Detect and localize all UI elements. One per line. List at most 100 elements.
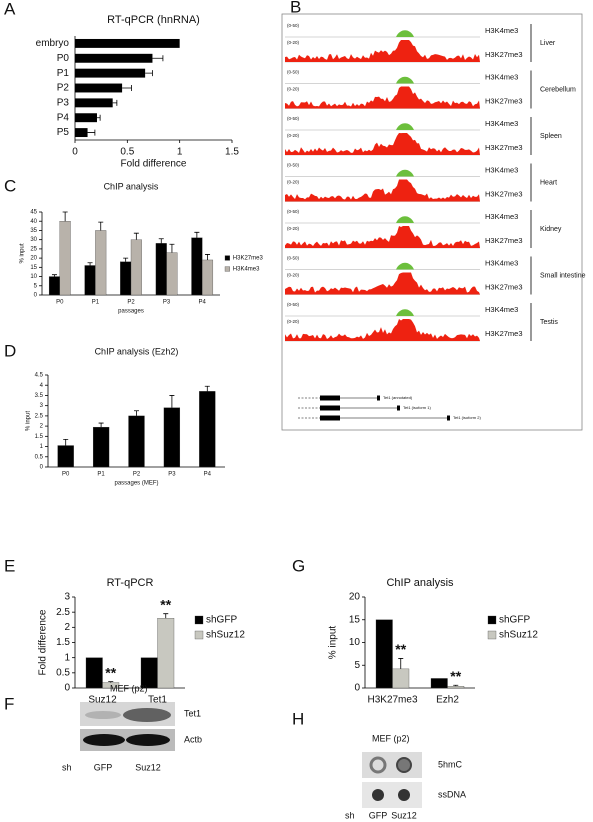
y-axis-label: Fold difference (38, 609, 49, 675)
lane-label: GFP (369, 810, 388, 820)
y-tick-label: 45 (30, 210, 37, 216)
bar (392, 668, 410, 689)
track-range: (0-20) (287, 133, 300, 138)
bar (75, 53, 153, 63)
bar (75, 38, 180, 48)
track-label: H3K27me3 (485, 236, 523, 245)
annotation: ** (395, 641, 406, 657)
y-tick-label: 10 (30, 274, 37, 280)
h3k4me3-signal (396, 123, 414, 130)
panel-letter: C (4, 176, 16, 195)
error-bar (96, 114, 101, 121)
isoform-label: Tet1 (isoform 1) (403, 405, 431, 410)
h3k27me3-signal (285, 133, 480, 155)
y-tick-label: 0 (354, 683, 360, 694)
chart-title: RT-qPCR (107, 577, 154, 589)
track-label: H3K4me3 (485, 26, 518, 35)
blot-row-label: Tet1 (184, 708, 201, 718)
legend-label: shGFP (206, 615, 237, 626)
track-label: H3K27me3 (485, 50, 523, 59)
bar (202, 259, 214, 296)
error-bar (152, 55, 164, 62)
y-tick-label: 0 (40, 465, 44, 471)
y-tick-label: 15 (30, 265, 37, 271)
track-range: (0-20) (287, 273, 300, 278)
track-label: H3K4me3 (485, 165, 518, 174)
bar (48, 276, 60, 296)
chart-title: RT-qPCR (hnRNA) (107, 14, 200, 26)
bar (130, 239, 142, 296)
track-label: H3K27me3 (485, 143, 523, 152)
legend-label: shGFP (499, 615, 530, 626)
y-tick-label: 10 (349, 637, 361, 648)
h3k4me3-signal (396, 169, 414, 177)
x-tick-label: P3 (168, 472, 176, 478)
h3k27me3-signal (285, 40, 480, 62)
x-axis-label: passages (118, 309, 144, 315)
bar (84, 265, 96, 296)
legend-label: shSuz12 (499, 630, 538, 641)
tissue-label: Heart (540, 179, 557, 186)
track-range: (0-50) (287, 256, 300, 261)
track-range: (0-50) (287, 163, 300, 168)
h3k4me3-signal (396, 76, 414, 84)
bar (92, 426, 110, 468)
track-range: (0-20) (287, 40, 300, 45)
track-range: (0-50) (287, 302, 300, 307)
exon (377, 395, 380, 401)
legend-label: H3K27me3 (233, 256, 264, 262)
bar (375, 619, 393, 689)
y-tick-label: 1 (64, 652, 70, 663)
track-range: (0-20) (287, 226, 300, 231)
error-bar (204, 385, 210, 392)
y-tick-label: 3 (64, 592, 70, 603)
lane-label: Suz12 (391, 810, 417, 820)
blot-header: MEF (p2) (372, 733, 410, 743)
error-bar (453, 684, 459, 687)
h3k27me3-signal (285, 319, 480, 341)
x-tick-label: P0 (62, 472, 70, 478)
y-tick-label: 30 (30, 237, 37, 243)
tissue-label: Cerebellum (540, 86, 576, 93)
track-range: (0-50) (287, 70, 300, 75)
error-bar (169, 395, 175, 408)
error-bar (98, 221, 104, 231)
x-axis-label: passages (MEF) (114, 481, 158, 487)
exon (447, 415, 450, 421)
y-tick-label: 0.5 (35, 454, 44, 460)
x-tick-label: 0.5 (120, 147, 134, 158)
annotation: ** (105, 664, 116, 680)
error-bar (87, 129, 96, 136)
bar (75, 83, 123, 93)
h3k4me3-signal (396, 216, 414, 223)
error-bar (108, 681, 114, 683)
bar (59, 221, 71, 296)
legend-swatch (487, 630, 497, 640)
legend-swatch (194, 615, 204, 625)
blot-row-label: ssDNA (438, 789, 466, 799)
x-tick-label: 1.5 (225, 147, 239, 158)
exon (320, 415, 340, 421)
dot (398, 789, 410, 801)
h3k4me3-signal (396, 309, 414, 316)
category-label: embryo (36, 38, 70, 49)
x-tick-label: 1 (177, 147, 183, 158)
exon (397, 405, 400, 411)
category-label: P3 (57, 97, 70, 108)
y-tick-label: 2.5 (56, 607, 70, 618)
band (83, 734, 125, 746)
error-bar (112, 99, 118, 106)
track-range: (0-20) (287, 319, 300, 324)
band (123, 708, 171, 722)
tissue-label: Liver (540, 40, 556, 47)
bar (166, 252, 178, 296)
h3k27me3-signal (285, 272, 480, 295)
chart-title: ChIP analysis (386, 577, 454, 589)
error-bar (63, 439, 69, 446)
panel-letter: G (292, 556, 305, 575)
legend-label: shSuz12 (206, 630, 245, 641)
lane-label: Suz12 (135, 762, 161, 772)
error-bar (398, 658, 404, 669)
y-tick-label: 3.5 (35, 393, 44, 399)
y-tick-label: 2.5 (35, 413, 44, 419)
